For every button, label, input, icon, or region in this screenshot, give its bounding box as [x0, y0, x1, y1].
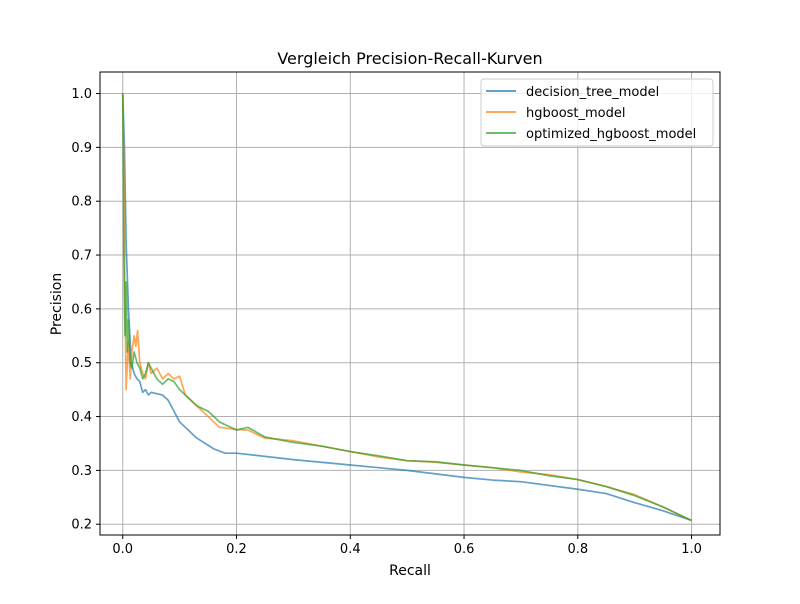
x-ticks: 0.0 0.2 0.4 0.6 0.8 1.0: [112, 535, 702, 557]
x-tick-label-0-4: 0.4: [340, 542, 361, 557]
y-tick-label-1-0: 1.0: [71, 87, 92, 102]
series-line-optimized-hgboost-model: [121, 93, 692, 522]
y-ticks: 0.2 0.3 0.4 0.5 0.6 0.7 0.8 0.9 1.0: [71, 87, 100, 533]
y-tick-label-0-8: 0.8: [71, 195, 92, 210]
y-tick-label-0-6: 0.6: [71, 302, 92, 317]
y-tick-label-0-5: 0.5: [71, 356, 92, 371]
x-tick-label-0-8: 0.8: [567, 542, 588, 557]
x-tick-label-0-0: 0.0: [112, 542, 133, 557]
legend-frame: [480, 78, 714, 147]
x-tick-label-1-0: 1.0: [681, 542, 702, 557]
y-tick-label-0-2: 0.2: [71, 518, 92, 533]
legend-label-hgboost: hgboost_model: [526, 106, 626, 121]
series-lines: [121, 93, 692, 522]
y-tick-label-0-7: 0.7: [71, 249, 92, 264]
y-tick-label-0-3: 0.3: [71, 464, 92, 479]
legend: decision_tree_model hgboost_model optimi…: [480, 78, 714, 147]
x-tick-label-0-6: 0.6: [454, 542, 475, 557]
x-axis-label: Recall: [389, 563, 431, 579]
y-tick-label-0-4: 0.4: [71, 410, 92, 425]
legend-label-decision-tree: decision_tree_model: [526, 85, 659, 100]
series-line-decision-tree-model: [121, 93, 692, 522]
y-axis-label: Precision: [49, 273, 65, 335]
y-tick-label-0-9: 0.9: [71, 141, 92, 156]
chart-title: Vergleich Precision-Recall-Kurven: [277, 49, 542, 68]
grid-lines: [100, 72, 720, 535]
plot-frame: [99, 71, 721, 536]
legend-label-optimized-hgboost: optimized_hgboost_model: [526, 127, 696, 142]
x-tick-label-0-2: 0.2: [226, 542, 247, 557]
